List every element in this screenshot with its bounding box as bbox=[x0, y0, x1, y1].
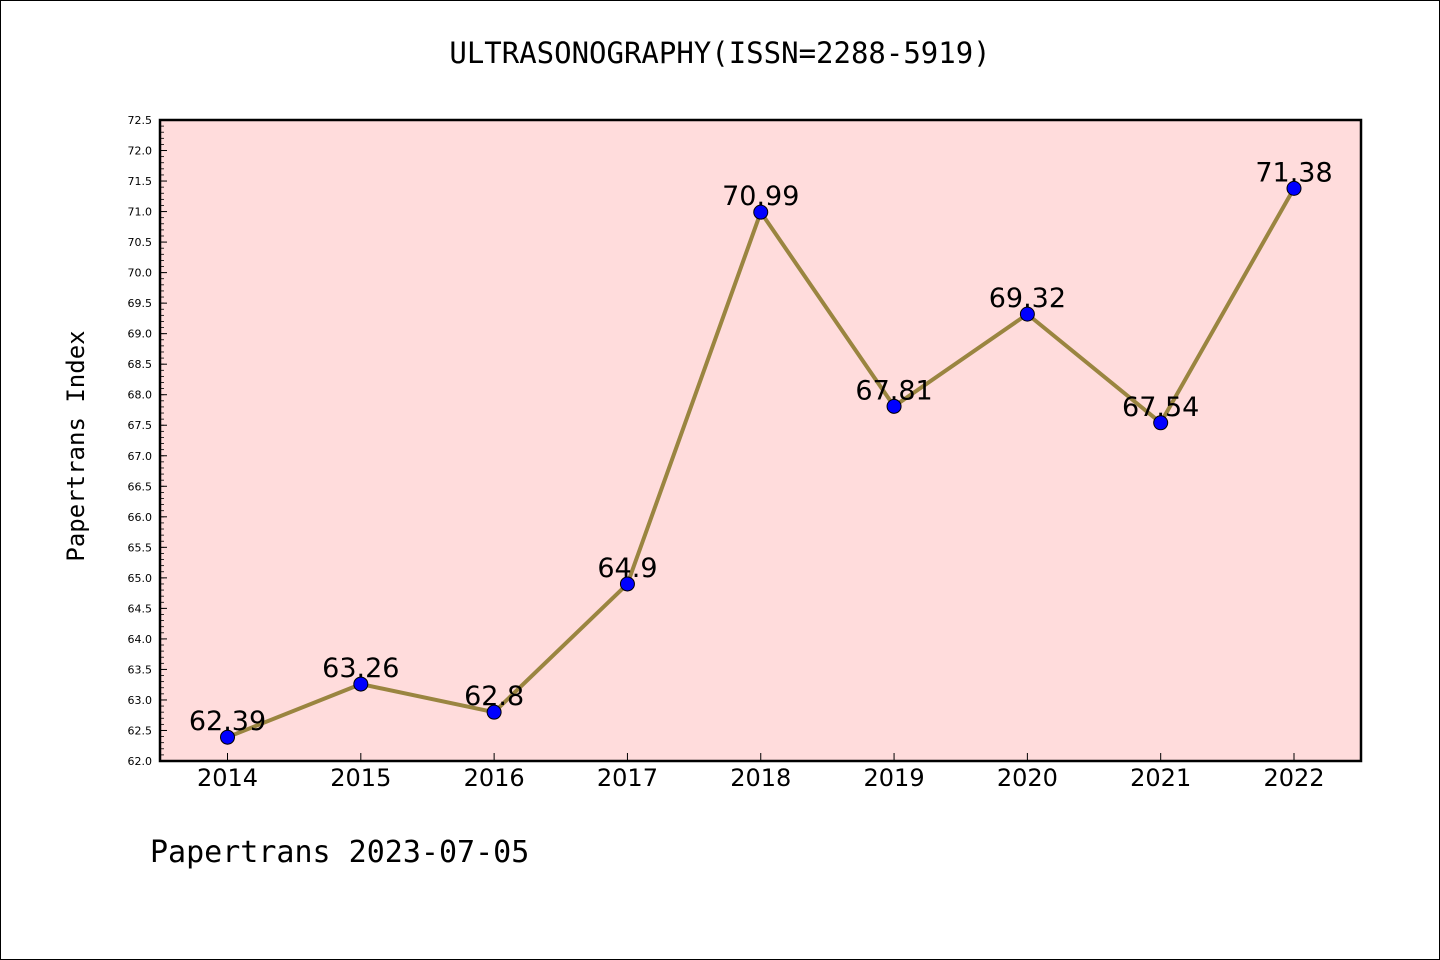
data-label: 62.8 bbox=[464, 681, 524, 712]
x-tick-label: 2017 bbox=[597, 764, 658, 792]
data-label: 62.39 bbox=[189, 706, 266, 737]
y-tick-label: 68.0 bbox=[128, 389, 153, 402]
y-tick-label: 67.5 bbox=[128, 419, 153, 432]
x-tick-label: 2018 bbox=[730, 764, 791, 792]
y-tick-label: 65.0 bbox=[128, 572, 153, 585]
y-tick-label: 66.0 bbox=[128, 511, 153, 524]
y-tick-label: 70.5 bbox=[128, 236, 153, 249]
data-point bbox=[1019, 306, 1035, 322]
x-tick-label: 2016 bbox=[464, 764, 525, 792]
y-tick-label: 69.0 bbox=[128, 328, 153, 341]
data-label: 71.38 bbox=[1255, 157, 1332, 188]
x-tick-label: 2014 bbox=[197, 764, 258, 792]
data-point bbox=[353, 676, 369, 692]
data-point bbox=[486, 704, 502, 720]
y-tick-label: 68.5 bbox=[128, 358, 153, 371]
x-tick-label: 2019 bbox=[864, 764, 925, 792]
x-tick-label: 2020 bbox=[997, 764, 1058, 792]
data-point bbox=[753, 204, 769, 220]
data-point bbox=[1153, 415, 1169, 431]
chart-title: ULTRASONOGRAPHY(ISSN=2288-5919) bbox=[449, 36, 991, 70]
y-tick-label: 65.5 bbox=[128, 541, 153, 554]
y-tick-label: 64.0 bbox=[128, 633, 153, 646]
y-tick-label: 62.0 bbox=[128, 755, 153, 768]
y-tick-label: 72.5 bbox=[128, 114, 153, 127]
y-tick-label: 70.0 bbox=[128, 267, 153, 280]
plot-area bbox=[158, 118, 1363, 763]
data-point bbox=[220, 729, 235, 745]
data-label: 67.81 bbox=[855, 375, 932, 406]
data-label: 69.32 bbox=[989, 283, 1066, 314]
data-point bbox=[619, 576, 635, 592]
x-tick-label: 2022 bbox=[1263, 764, 1324, 792]
y-tick-label: 63.5 bbox=[128, 663, 153, 676]
y-tick-label: 71.5 bbox=[128, 175, 153, 188]
y-tick-label: 72.0 bbox=[128, 145, 153, 158]
x-tick-label: 2021 bbox=[1130, 764, 1191, 792]
y-tick-label: 66.5 bbox=[128, 480, 153, 493]
footer-text: Papertrans 2023-07-05 bbox=[150, 835, 530, 870]
data-point bbox=[886, 398, 902, 414]
y-tick-label: 62.5 bbox=[128, 724, 153, 737]
data-label: 64.9 bbox=[597, 553, 657, 584]
data-label: 70.99 bbox=[722, 181, 799, 212]
data-label: 63.26 bbox=[322, 653, 399, 684]
y-tick-label: 67.0 bbox=[128, 450, 153, 463]
y-tick-label: 64.5 bbox=[128, 602, 153, 615]
data-point bbox=[1286, 180, 1302, 196]
data-label: 67.54 bbox=[1122, 392, 1199, 423]
y-tick-label: 71.0 bbox=[128, 206, 153, 219]
y-tick-label: 63.0 bbox=[128, 694, 153, 707]
x-tick-label: 2015 bbox=[330, 764, 391, 792]
y-tick-label: 69.5 bbox=[128, 297, 153, 310]
